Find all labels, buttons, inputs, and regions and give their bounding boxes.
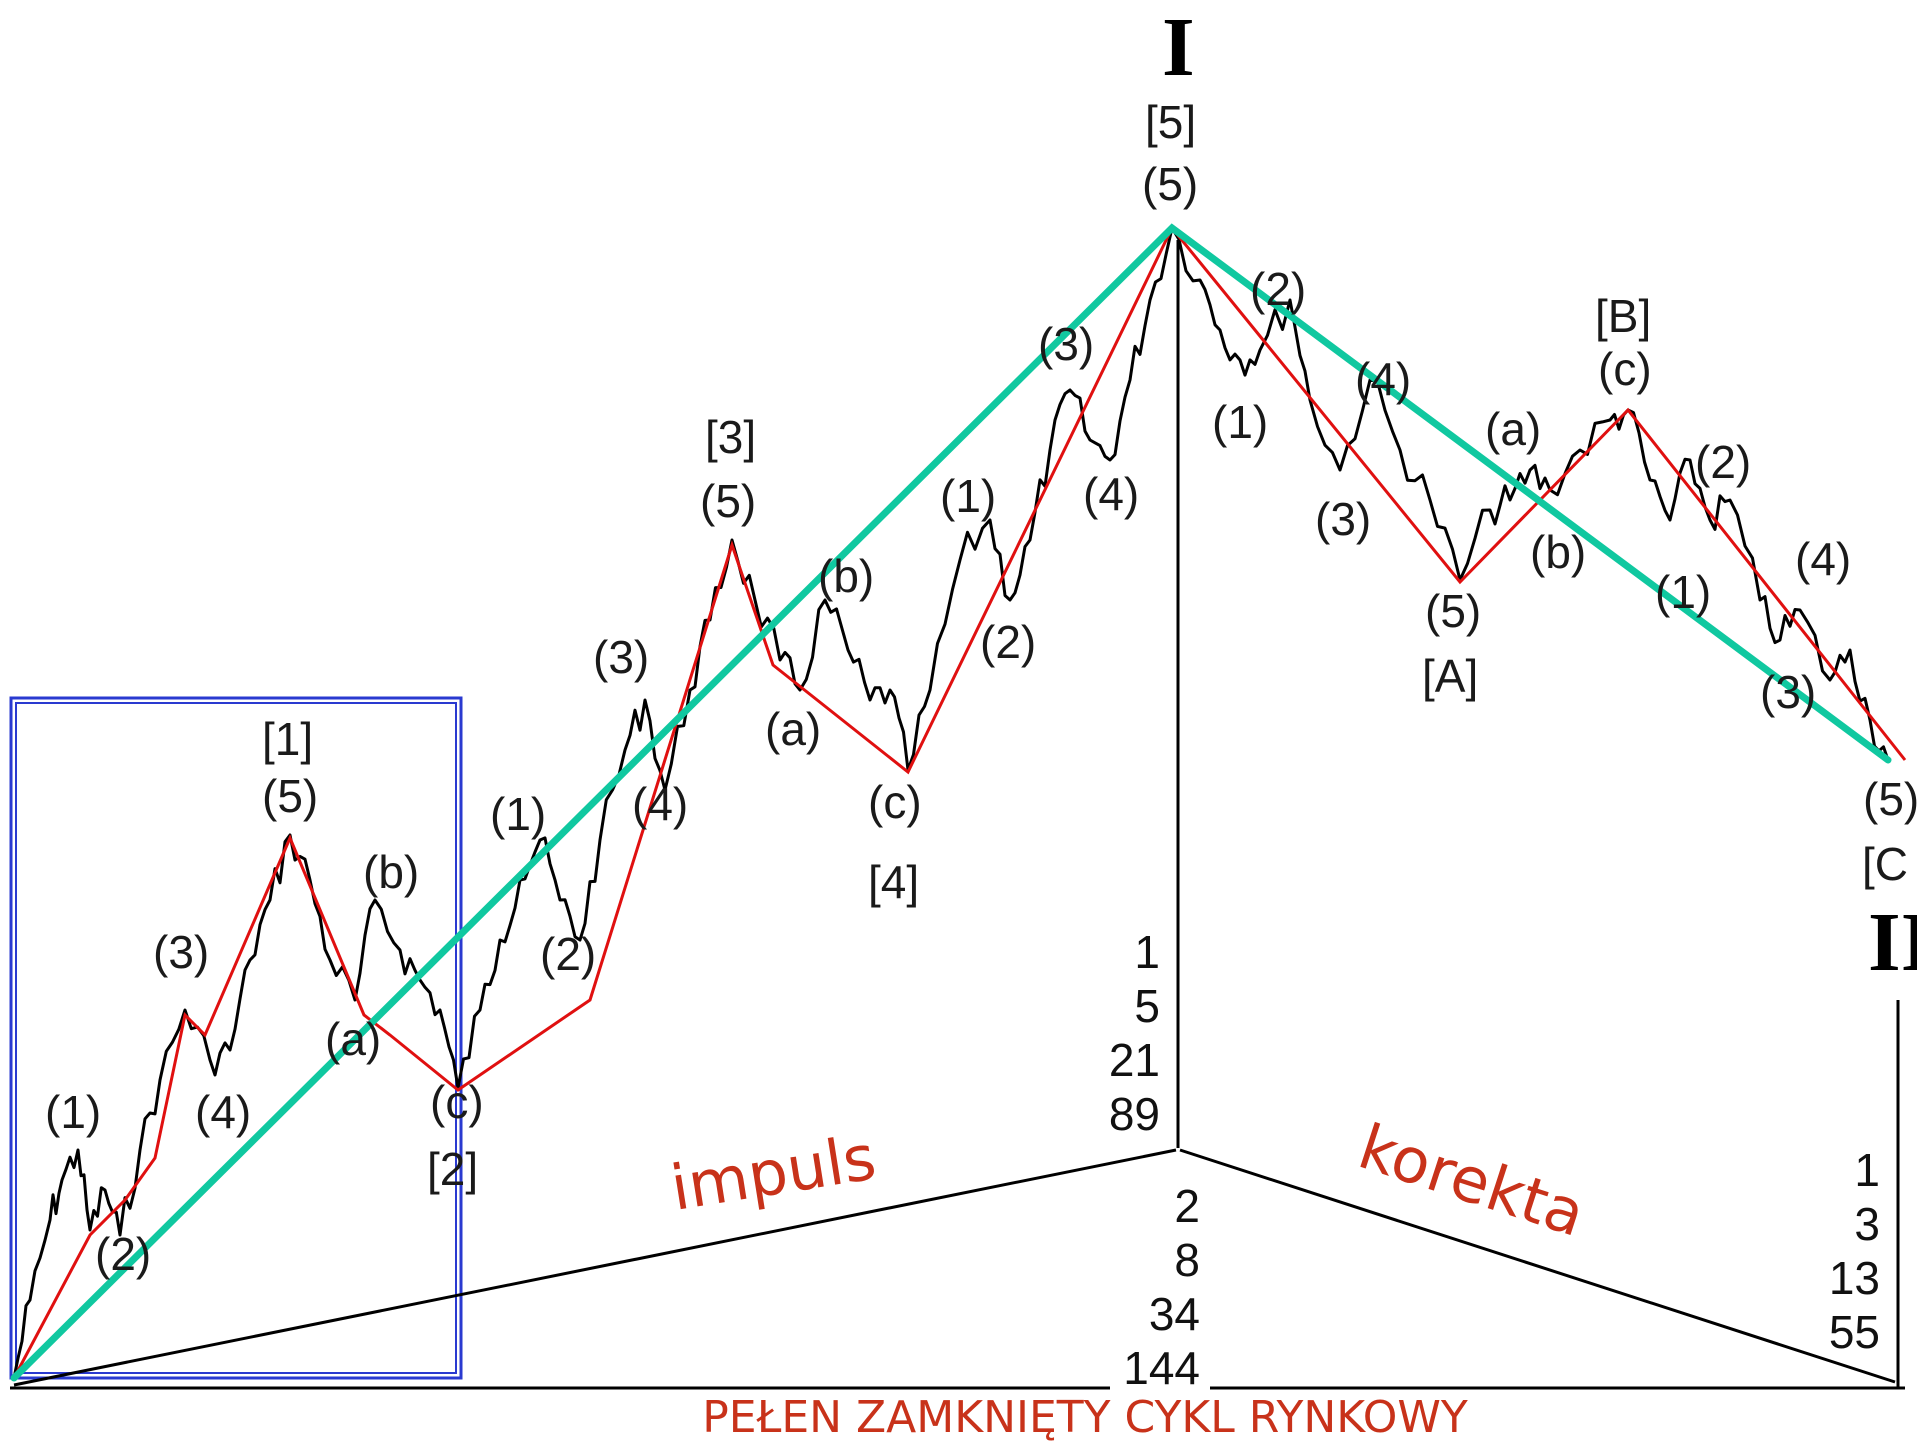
label-w1-2: (2) bbox=[95, 1228, 151, 1280]
count-lower-4: 144 bbox=[1123, 1342, 1200, 1394]
label-w3-2: (2) bbox=[540, 928, 596, 980]
label-w5-3: (3) bbox=[1038, 318, 1094, 370]
phase-impulse: impuls bbox=[666, 1121, 881, 1225]
count-corr-4: 55 bbox=[1829, 1306, 1880, 1358]
label-wa-3: (3) bbox=[1315, 493, 1371, 545]
zigzag-line bbox=[12, 225, 1907, 1379]
label-wb-b: (b) bbox=[1530, 526, 1586, 578]
count-corr-3: 13 bbox=[1829, 1252, 1880, 1304]
label-w4-c: (c) bbox=[868, 776, 922, 828]
phase-correction: korekta bbox=[1350, 1110, 1593, 1251]
label-w4-bracket: [4] bbox=[868, 856, 919, 908]
count-corr-2: 3 bbox=[1854, 1198, 1880, 1250]
label-top-5-bracket: [5] bbox=[1145, 96, 1196, 148]
label-wa-2: (2) bbox=[1250, 263, 1306, 315]
label-w1-5: (5) bbox=[262, 770, 318, 822]
trend-line bbox=[10, 223, 1892, 1382]
count-lower-3: 34 bbox=[1149, 1288, 1200, 1340]
label-bottom-II: II bbox=[1868, 896, 1917, 989]
label-w4-a: (a) bbox=[765, 703, 821, 755]
impulse-lower-counts: 2 8 34 144 bbox=[1110, 1180, 1210, 1394]
label-w1-bracket: [1] bbox=[262, 713, 313, 765]
count-lower-2: 8 bbox=[1174, 1234, 1200, 1286]
count-upper-1: 1 bbox=[1134, 926, 1160, 978]
label-w2-a: (a) bbox=[325, 1013, 381, 1065]
impulse-perspective bbox=[13, 1148, 1177, 1387]
label-w4-b: (b) bbox=[818, 550, 874, 602]
label-wc-4: (4) bbox=[1795, 533, 1851, 585]
label-wa-bracket: [A] bbox=[1422, 650, 1478, 702]
label-w1-1: (1) bbox=[45, 1086, 101, 1138]
label-w5-2: (2) bbox=[980, 616, 1036, 668]
wave-labels: [5] (5) [1] (5) (1) (2) (3) (4) (b) (a) … bbox=[45, 96, 1917, 1280]
label-wb-c: (c) bbox=[1598, 343, 1652, 395]
caption: PEŁEN ZAMKNIĘTY CYKL RYNKOWY bbox=[702, 1392, 1468, 1443]
label-top-I: I bbox=[1162, 1, 1195, 94]
label-wc-bracket: [C bbox=[1862, 838, 1908, 890]
label-w3-4: (4) bbox=[632, 778, 688, 830]
label-wc-3: (3) bbox=[1760, 666, 1816, 718]
label-w3-5: (5) bbox=[700, 475, 756, 527]
label-wc-1: (1) bbox=[1655, 566, 1711, 618]
label-wb-bracket: [B] bbox=[1595, 290, 1651, 342]
count-upper-4: 89 bbox=[1109, 1088, 1160, 1140]
count-lower-1: 2 bbox=[1174, 1180, 1200, 1232]
label-top-5-paren: (5) bbox=[1142, 158, 1198, 210]
count-corr-1: 1 bbox=[1854, 1144, 1880, 1196]
label-w2-bracket: [2] bbox=[427, 1143, 478, 1195]
label-w5-1: (1) bbox=[940, 470, 996, 522]
label-wa-4: (4) bbox=[1355, 353, 1411, 405]
wave-one-highlight-frame bbox=[9, 696, 463, 1380]
label-wb-a: (a) bbox=[1485, 403, 1541, 455]
label-w3-bracket: [3] bbox=[705, 411, 756, 463]
label-w3-3: (3) bbox=[593, 631, 649, 683]
label-w1-4: (4) bbox=[195, 1086, 251, 1138]
label-w1-3: (3) bbox=[153, 926, 209, 978]
price-path bbox=[12, 226, 1890, 1379]
label-w2-c: (c) bbox=[430, 1076, 484, 1128]
label-wc-5: (5) bbox=[1863, 773, 1917, 825]
count-upper-2: 5 bbox=[1134, 980, 1160, 1032]
label-wa-5: (5) bbox=[1425, 585, 1481, 637]
correction-perspective bbox=[1179, 1148, 1896, 1384]
label-wa-1: (1) bbox=[1212, 396, 1268, 448]
label-w2-b: (b) bbox=[363, 846, 419, 898]
label-w3-1: (1) bbox=[490, 788, 546, 840]
impulse-upper-counts: 1 5 21 89 bbox=[1109, 926, 1160, 1140]
count-upper-3: 21 bbox=[1109, 1034, 1160, 1086]
correction-counts: 1 3 13 55 bbox=[1829, 1144, 1880, 1358]
label-wc-2: (2) bbox=[1695, 436, 1751, 488]
label-w5-4: (4) bbox=[1083, 468, 1139, 520]
axes bbox=[10, 240, 1905, 1390]
